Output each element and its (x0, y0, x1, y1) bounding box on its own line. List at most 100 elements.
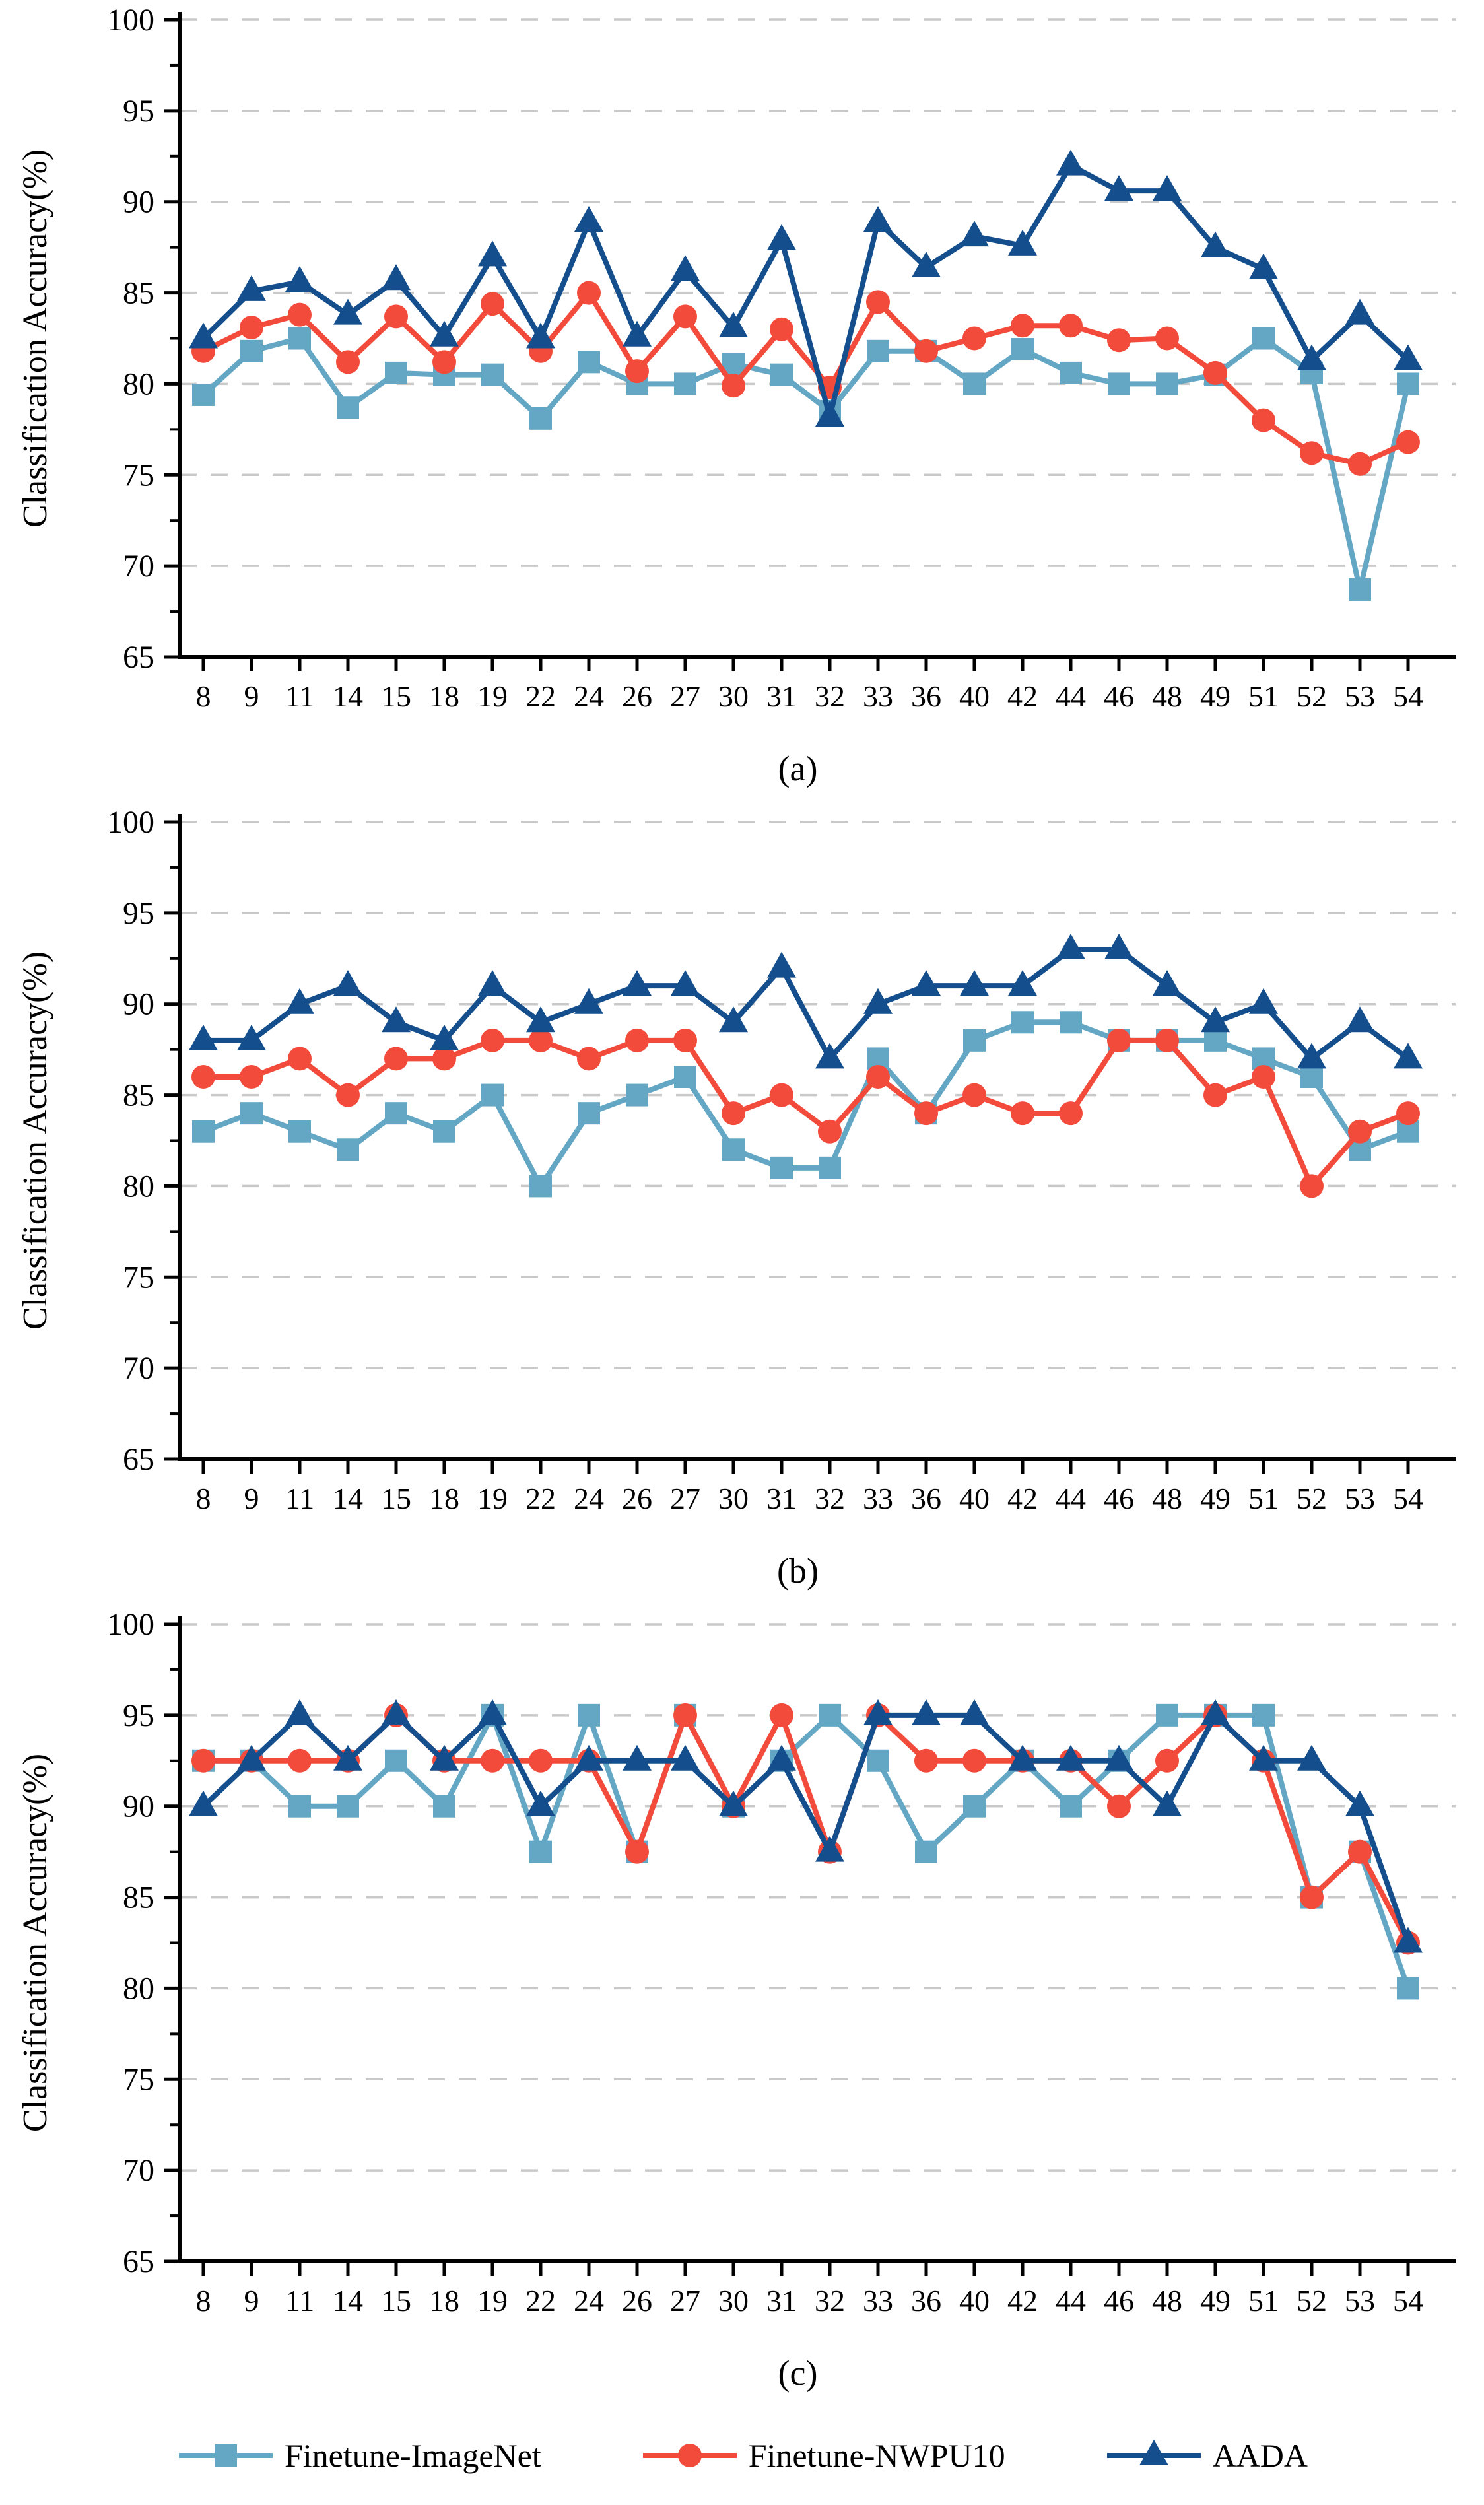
marker-Finetune-ImageNet-x31 (770, 363, 793, 386)
marker-Finetune-ImageNet-x14 (337, 1795, 359, 1818)
y-tick-label: 65 (123, 640, 154, 675)
marker-Finetune-NWPU10-x52 (1300, 1174, 1324, 1198)
y-tick-label: 95 (123, 94, 154, 129)
marker-Finetune-NWPU10-x27 (673, 304, 697, 329)
marker-Finetune-ImageNet-x54 (1397, 1977, 1419, 2000)
marker-AADA-x24 (574, 988, 603, 1014)
y-tick-label: 90 (123, 987, 154, 1022)
x-tick-label: 36 (911, 1482, 941, 1515)
x-tick-label: 32 (815, 1482, 845, 1515)
marker-AADA-x53 (1345, 298, 1374, 325)
x-tick-label: 8 (196, 1482, 211, 1515)
marker-Finetune-ImageNet-x27 (674, 372, 696, 395)
marker-Finetune-NWPU10-x27 (673, 1703, 697, 1727)
x-tick-label: 48 (1152, 1482, 1182, 1515)
marker-AADA-x27 (671, 1744, 700, 1771)
y-tick-label: 65 (123, 2244, 154, 2279)
marker-Finetune-ImageNet-x44 (1060, 1795, 1082, 1818)
marker-AADA-x54 (1394, 344, 1423, 370)
x-tick-label: 42 (1007, 679, 1038, 713)
marker-AADA-x31 (767, 224, 796, 250)
chart-panel-b: 65 70 75 80 85 90 95 100 8 9 11 14 15 18 19 22 24 26 27 30 3… (0, 802, 1484, 1604)
y-tick-label: 75 (123, 458, 154, 493)
marker-AADA-x42 (1008, 970, 1037, 996)
marker-Finetune-ImageNet-x44 (1060, 361, 1082, 384)
marker-Finetune-NWPU10-x36 (914, 339, 938, 363)
marker-Finetune-NWPU10-x26 (625, 1839, 649, 1864)
x-tick-label: 51 (1248, 1482, 1279, 1515)
marker-AADA-x31 (767, 1744, 796, 1771)
x-tick-label: 33 (863, 679, 893, 713)
legend: Finetune-ImageNet Finetune-NWPU10 AADA (0, 2407, 1484, 2504)
marker-Finetune-ImageNet-x36 (915, 1840, 937, 1863)
marker-Finetune-NWPU10-x40 (962, 1083, 986, 1107)
marker-Finetune-ImageNet-x15 (385, 1749, 407, 1772)
x-tick-label: 48 (1152, 2284, 1182, 2317)
x-tick-label: 54 (1393, 679, 1423, 713)
y-tick-label: 70 (123, 2153, 154, 2188)
marker-Finetune-NWPU10-x15 (384, 1047, 408, 1071)
marker-Finetune-NWPU10-x49 (1203, 360, 1227, 385)
x-tick-label: 51 (1248, 679, 1279, 713)
x-tick-label: 26 (622, 1482, 652, 1515)
y-tick-label: 75 (123, 2062, 154, 2097)
marker-Finetune-ImageNet-x40 (963, 372, 986, 395)
marker-Finetune-NWPU10-x9 (240, 315, 263, 339)
chart-panel-a: 65 70 75 80 85 90 95 100 8 9 11 14 15 18 19 22 24 26 27 30 3… (0, 0, 1484, 802)
marker-Finetune-ImageNet-x22 (529, 407, 552, 430)
marker-AADA-x26 (623, 970, 652, 996)
x-tick-label: 54 (1393, 1482, 1423, 1515)
marker-AADA-x32 (815, 1043, 844, 1069)
marker-AADA-x22 (526, 1006, 555, 1033)
legend-label: Finetune-ImageNet (284, 2437, 541, 2474)
marker-AADA-x49 (1201, 231, 1230, 257)
marker-AADA-x52 (1297, 344, 1326, 370)
marker-AADA-x11 (285, 1699, 314, 1725)
x-tick-label: 24 (574, 2284, 604, 2317)
marker-Finetune-ImageNet-x27 (674, 1066, 696, 1088)
marker-Finetune-NWPU10-x27 (673, 1028, 697, 1052)
x-tick-label: 53 (1345, 1482, 1375, 1515)
x-tick-label: 36 (911, 679, 941, 713)
marker-Finetune-NWPU10-x40 (962, 326, 986, 351)
marker-AADA-x40 (960, 1699, 989, 1725)
marker-Finetune-ImageNet-x8 (192, 383, 215, 406)
marker-Finetune-NWPU10-x52 (1300, 441, 1324, 465)
marker-AADA-x30 (719, 1790, 748, 1816)
chart-caption: (a) (778, 749, 818, 788)
y-tick-label: 100 (107, 3, 154, 38)
marker-Finetune-ImageNet-x53 (1349, 578, 1371, 601)
x-tick-label: 52 (1297, 2284, 1327, 2317)
x-tick-label: 14 (333, 679, 363, 713)
marker-AADA-x44 (1056, 149, 1085, 176)
marker-AADA-x31 (767, 951, 796, 978)
marker-Finetune-NWPU10-x18 (432, 1047, 456, 1071)
x-tick-label: 11 (285, 2284, 314, 2317)
marker-AADA-x27 (671, 255, 700, 281)
x-tick-label: 19 (477, 679, 508, 713)
series-line-Finetune-NWPU10 (203, 1037, 1409, 1189)
x-tick-label: 18 (429, 679, 459, 713)
marker-AADA-x26 (623, 1744, 652, 1771)
marker-Finetune-NWPU10-x32 (818, 1119, 842, 1144)
marker-AADA-x48 (1153, 970, 1182, 996)
marker-Finetune-ImageNet-x15 (385, 1102, 407, 1125)
marker-AADA-x53 (1345, 1790, 1374, 1816)
x-tick-label: 27 (670, 1482, 700, 1515)
marker-AADA-x8 (189, 1024, 218, 1050)
x-tick-label: 19 (477, 2284, 508, 2317)
marker-AADA-x46 (1104, 1744, 1133, 1771)
y-tick-label: 90 (123, 1789, 154, 1824)
x-tick-label: 8 (196, 679, 211, 713)
marker-Finetune-ImageNet-x9 (240, 1102, 263, 1125)
marker-Finetune-ImageNet-x42 (1011, 1011, 1034, 1034)
marker-Finetune-NWPU10-x22 (529, 1028, 553, 1052)
x-tick-label: 36 (911, 2284, 941, 2317)
marker-Finetune-ImageNet-x40 (963, 1795, 986, 1818)
x-tick-label: 44 (1056, 1482, 1086, 1515)
marker-Finetune-ImageNet-x52 (1300, 1066, 1323, 1088)
marker-AADA-x9 (237, 1024, 266, 1050)
marker-AADA-x40 (960, 221, 989, 247)
chart-caption: (c) (778, 2353, 818, 2393)
marker-Finetune-NWPU10-x36 (914, 1748, 938, 1773)
